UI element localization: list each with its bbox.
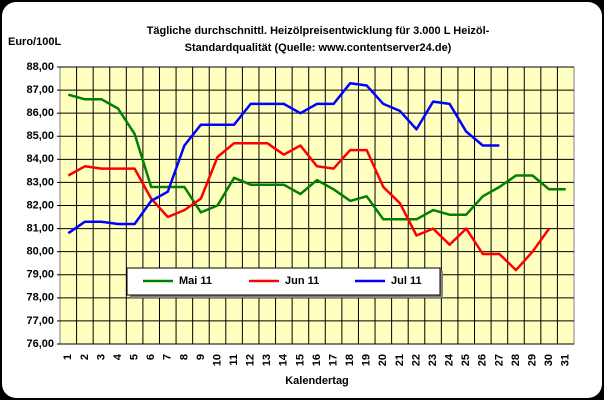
legend-label: Mai 11	[179, 275, 212, 287]
legend	[126, 267, 441, 296]
x-tick-label: 4	[112, 353, 124, 360]
y-tick-label: 78,00	[26, 292, 54, 304]
y-tick-label: 77,00	[26, 315, 54, 327]
x-tick-label: 26	[477, 354, 489, 366]
x-tick-label: 11	[228, 354, 240, 366]
x-tick-label: 29	[526, 354, 538, 366]
legend-label: Jun 11	[285, 275, 319, 287]
y-tick-label: 83,00	[26, 176, 54, 188]
x-tick-label: 6	[145, 354, 157, 360]
x-tick-label: 30	[543, 354, 555, 366]
lines	[67, 81, 566, 272]
x-tick-label: 14	[278, 353, 290, 366]
x-tick-label: 28	[510, 354, 522, 366]
legend-entries: Mai 11 Jun 11 Jul 11	[143, 275, 422, 287]
y-tick-label: 86,00	[26, 107, 54, 119]
x-tick-label: 9	[195, 354, 207, 360]
x-tick-label: 10	[211, 354, 223, 366]
y-tick-label: 87,00	[26, 84, 54, 96]
legend-label: Jul 11	[391, 275, 422, 287]
y-tick-label: 76,00	[26, 338, 54, 350]
x-tick-label: 12	[245, 354, 257, 366]
x-tick-label: 13	[261, 354, 273, 366]
x-tick-label: 17	[327, 354, 339, 366]
series-line	[67, 81, 500, 235]
x-tick-label: 15	[294, 354, 306, 366]
x-axis-label: Kalendertag	[285, 375, 349, 387]
x-tick-label: 27	[493, 354, 505, 366]
x-tick-label: 24	[444, 353, 456, 366]
x-tick-label: 3	[95, 354, 107, 360]
x-tick-label: 16	[311, 354, 323, 366]
y-tick-label: 79,00	[26, 269, 54, 281]
x-tick-label: 20	[377, 354, 389, 366]
y-axis-label: Euro/100L	[8, 36, 61, 48]
y-tick-label: 80,00	[26, 246, 54, 258]
y-tick-label: 85,00	[26, 130, 54, 142]
x-tick-label: 8	[178, 354, 190, 360]
x-tick-label: 7	[162, 354, 174, 360]
x-tick-label: 22	[410, 354, 422, 366]
chart-title: Tägliche durchschnittl. Heizölpreisentwi…	[147, 25, 490, 37]
x-tick-label: 31	[560, 354, 572, 366]
y-tick-label: 82,00	[26, 199, 54, 211]
y-tick-label: 84,00	[26, 153, 54, 165]
x-tick-label: 2	[79, 354, 91, 360]
y-tick-label: 81,00	[26, 222, 54, 234]
series-line	[67, 141, 551, 272]
x-tick-label: 25	[460, 354, 472, 366]
x-tick-label: 18	[344, 354, 356, 366]
x-tick-label: 23	[427, 354, 439, 366]
chart-subtitle: Standardqualität (Quelle: www.contentser…	[185, 42, 452, 54]
x-tick-label: 19	[361, 354, 373, 366]
series-line	[67, 93, 566, 221]
x-tick-label: 1	[62, 354, 74, 360]
x-tick-label: 5	[129, 354, 141, 360]
x-tick-label: 21	[394, 354, 406, 366]
y-tick-label: 88,00	[26, 61, 54, 73]
